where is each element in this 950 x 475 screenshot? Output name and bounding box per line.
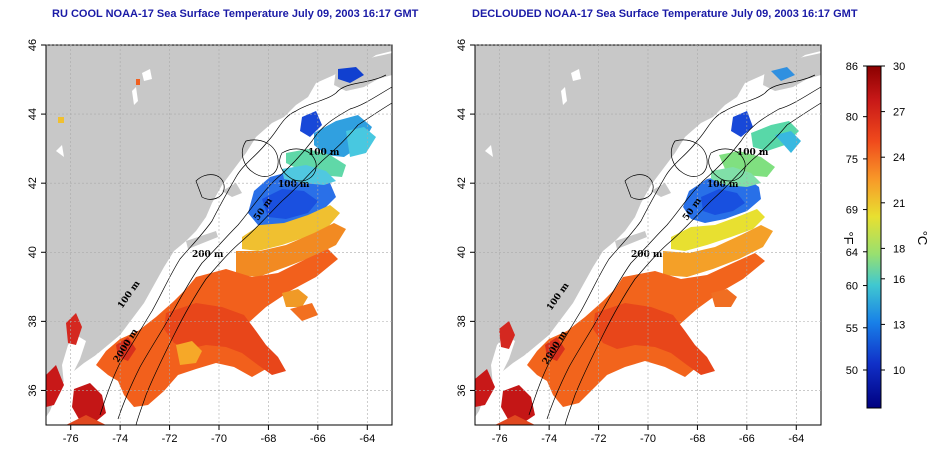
colorbar-gradient — [866, 65, 882, 409]
right-y-tick-label: 36 — [456, 384, 468, 396]
left-x-tick-label: -74 — [112, 433, 128, 445]
right-y-tick-label: 40 — [456, 246, 468, 258]
right-x-tick-label: -64 — [788, 433, 804, 445]
colorbar-fahrenheit-tick-label: 55 — [846, 323, 858, 335]
colorbar-celsius-tick-label: 18 — [893, 243, 905, 255]
left-x-tick-label: -76 — [63, 433, 79, 445]
right-map-title: DECLOUDED NOAA-17 Sea Surface Temperatur… — [472, 8, 858, 20]
left-contour-label-2: 100 m — [278, 180, 310, 190]
colorbar-celsius-tick-label: 21 — [893, 198, 905, 210]
left-map-axes: -76 -74 -72 -70 -68 -66 -64 36 38 40 42 44 46 — [27, 39, 392, 445]
right-x-tick-label: -70 — [640, 433, 656, 445]
colorbar-celsius-tick-label: 24 — [893, 152, 905, 164]
left-y-tick-label: 38 — [27, 315, 39, 327]
colorbar-celsius-tick-label: 30 — [893, 61, 905, 73]
right-y-tick-label: 42 — [456, 177, 468, 189]
left-y-tick-label: 42 — [27, 177, 39, 189]
right-y-tick-label: 46 — [456, 39, 468, 51]
right-contour-label-3: 200 m — [631, 250, 663, 260]
colorbar-fahrenheit-tick-label: 64 — [846, 247, 858, 259]
left-y-tick-label: 40 — [27, 246, 39, 258]
right-x-tick-label: -76 — [492, 433, 508, 445]
left-contour-label-1: 100 m — [308, 148, 340, 158]
colorbar-fahrenheit-unit: °F — [841, 231, 856, 244]
colorbar-fahrenheit-tick-label: 60 — [846, 281, 858, 293]
left-y-tick-label: 44 — [27, 108, 39, 120]
colorbar-fahrenheit-tick-label: 75 — [846, 154, 858, 166]
colorbar-celsius-tick-label: 27 — [893, 107, 905, 119]
right-y-tick-label: 44 — [456, 108, 468, 120]
colorbar-celsius-unit: °C — [915, 231, 930, 246]
right-map-axes: -76 -74 -72 -70 -68 -66 -64 36 38 40 42 44 46 — [456, 39, 821, 445]
left-contour-label-3: 200 m — [192, 250, 224, 260]
colorbar-fahrenheit-tick-label: 86 — [846, 61, 858, 73]
colorbar-celsius-tick-label: 10 — [893, 365, 905, 377]
right-x-tick-label: -68 — [689, 433, 705, 445]
left-x-tick-label: -70 — [211, 433, 227, 445]
right-x-tick-label: -74 — [541, 433, 557, 445]
colorbar-fahrenheit-tick-label: 69 — [846, 205, 858, 217]
right-contour-label-1: 100 m — [737, 148, 769, 158]
left-x-tick-label: -66 — [310, 433, 326, 445]
left-map-title: RU COOL NOAA-17 Sea Surface Temperature … — [52, 8, 419, 20]
right-contour-label-2: 100 m — [707, 180, 739, 190]
right-x-tick-label: -72 — [591, 433, 607, 445]
right-y-tick-label: 38 — [456, 315, 468, 327]
colorbar-celsius-tick-label: 13 — [893, 319, 905, 331]
left-x-tick-label: -72 — [162, 433, 178, 445]
left-x-tick-label: -68 — [260, 433, 276, 445]
left-y-tick-label: 36 — [27, 384, 39, 396]
left-y-tick-label: 46 — [27, 39, 39, 51]
right-x-tick-label: -66 — [739, 433, 755, 445]
left-x-tick-label: -64 — [359, 433, 375, 445]
colorbar: 30 27 24 21 18 16 13 10 86 80 75 69 64 60 55 50 °F °C — [841, 61, 930, 409]
colorbar-fahrenheit-tick-label: 80 — [846, 112, 858, 124]
colorbar-fahrenheit-tick-label: 50 — [846, 365, 858, 377]
colorbar-celsius-tick-label: 16 — [893, 274, 905, 286]
